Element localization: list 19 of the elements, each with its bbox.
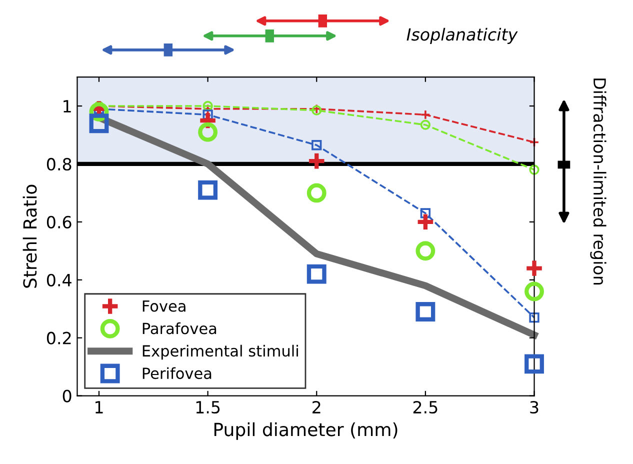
legend-label: Parafovea [142,322,216,334]
x-tick-label: 1.5 [196,401,220,414]
y-tick-label: 0.2 [46,332,71,344]
x-axis-title: Pupil diameter (mm) [214,422,398,440]
y-tick-label: 1 [64,100,71,112]
y-tick-label: 0.6 [46,216,72,228]
x-tick-label: 1 [96,401,103,414]
y-tick-label: 0.8 [46,158,72,171]
y-tick-label: 0.4 [46,274,72,286]
legend-label: Fovea [142,300,186,312]
x-tick-label: 3 [530,400,538,414]
x-tick-label: 2 [312,400,320,414]
x-tick-label: 2.5 [413,400,438,414]
text: Isoplanaticity [406,28,518,44]
legend-label: Experimental stimuli [142,344,298,360]
text: Diffraction-limited region [590,78,606,284]
y-tick-label: 0 [62,390,72,402]
legend-label: Perifovea [142,367,212,380]
y-axis-title: Strehl Ratio [22,184,37,288]
